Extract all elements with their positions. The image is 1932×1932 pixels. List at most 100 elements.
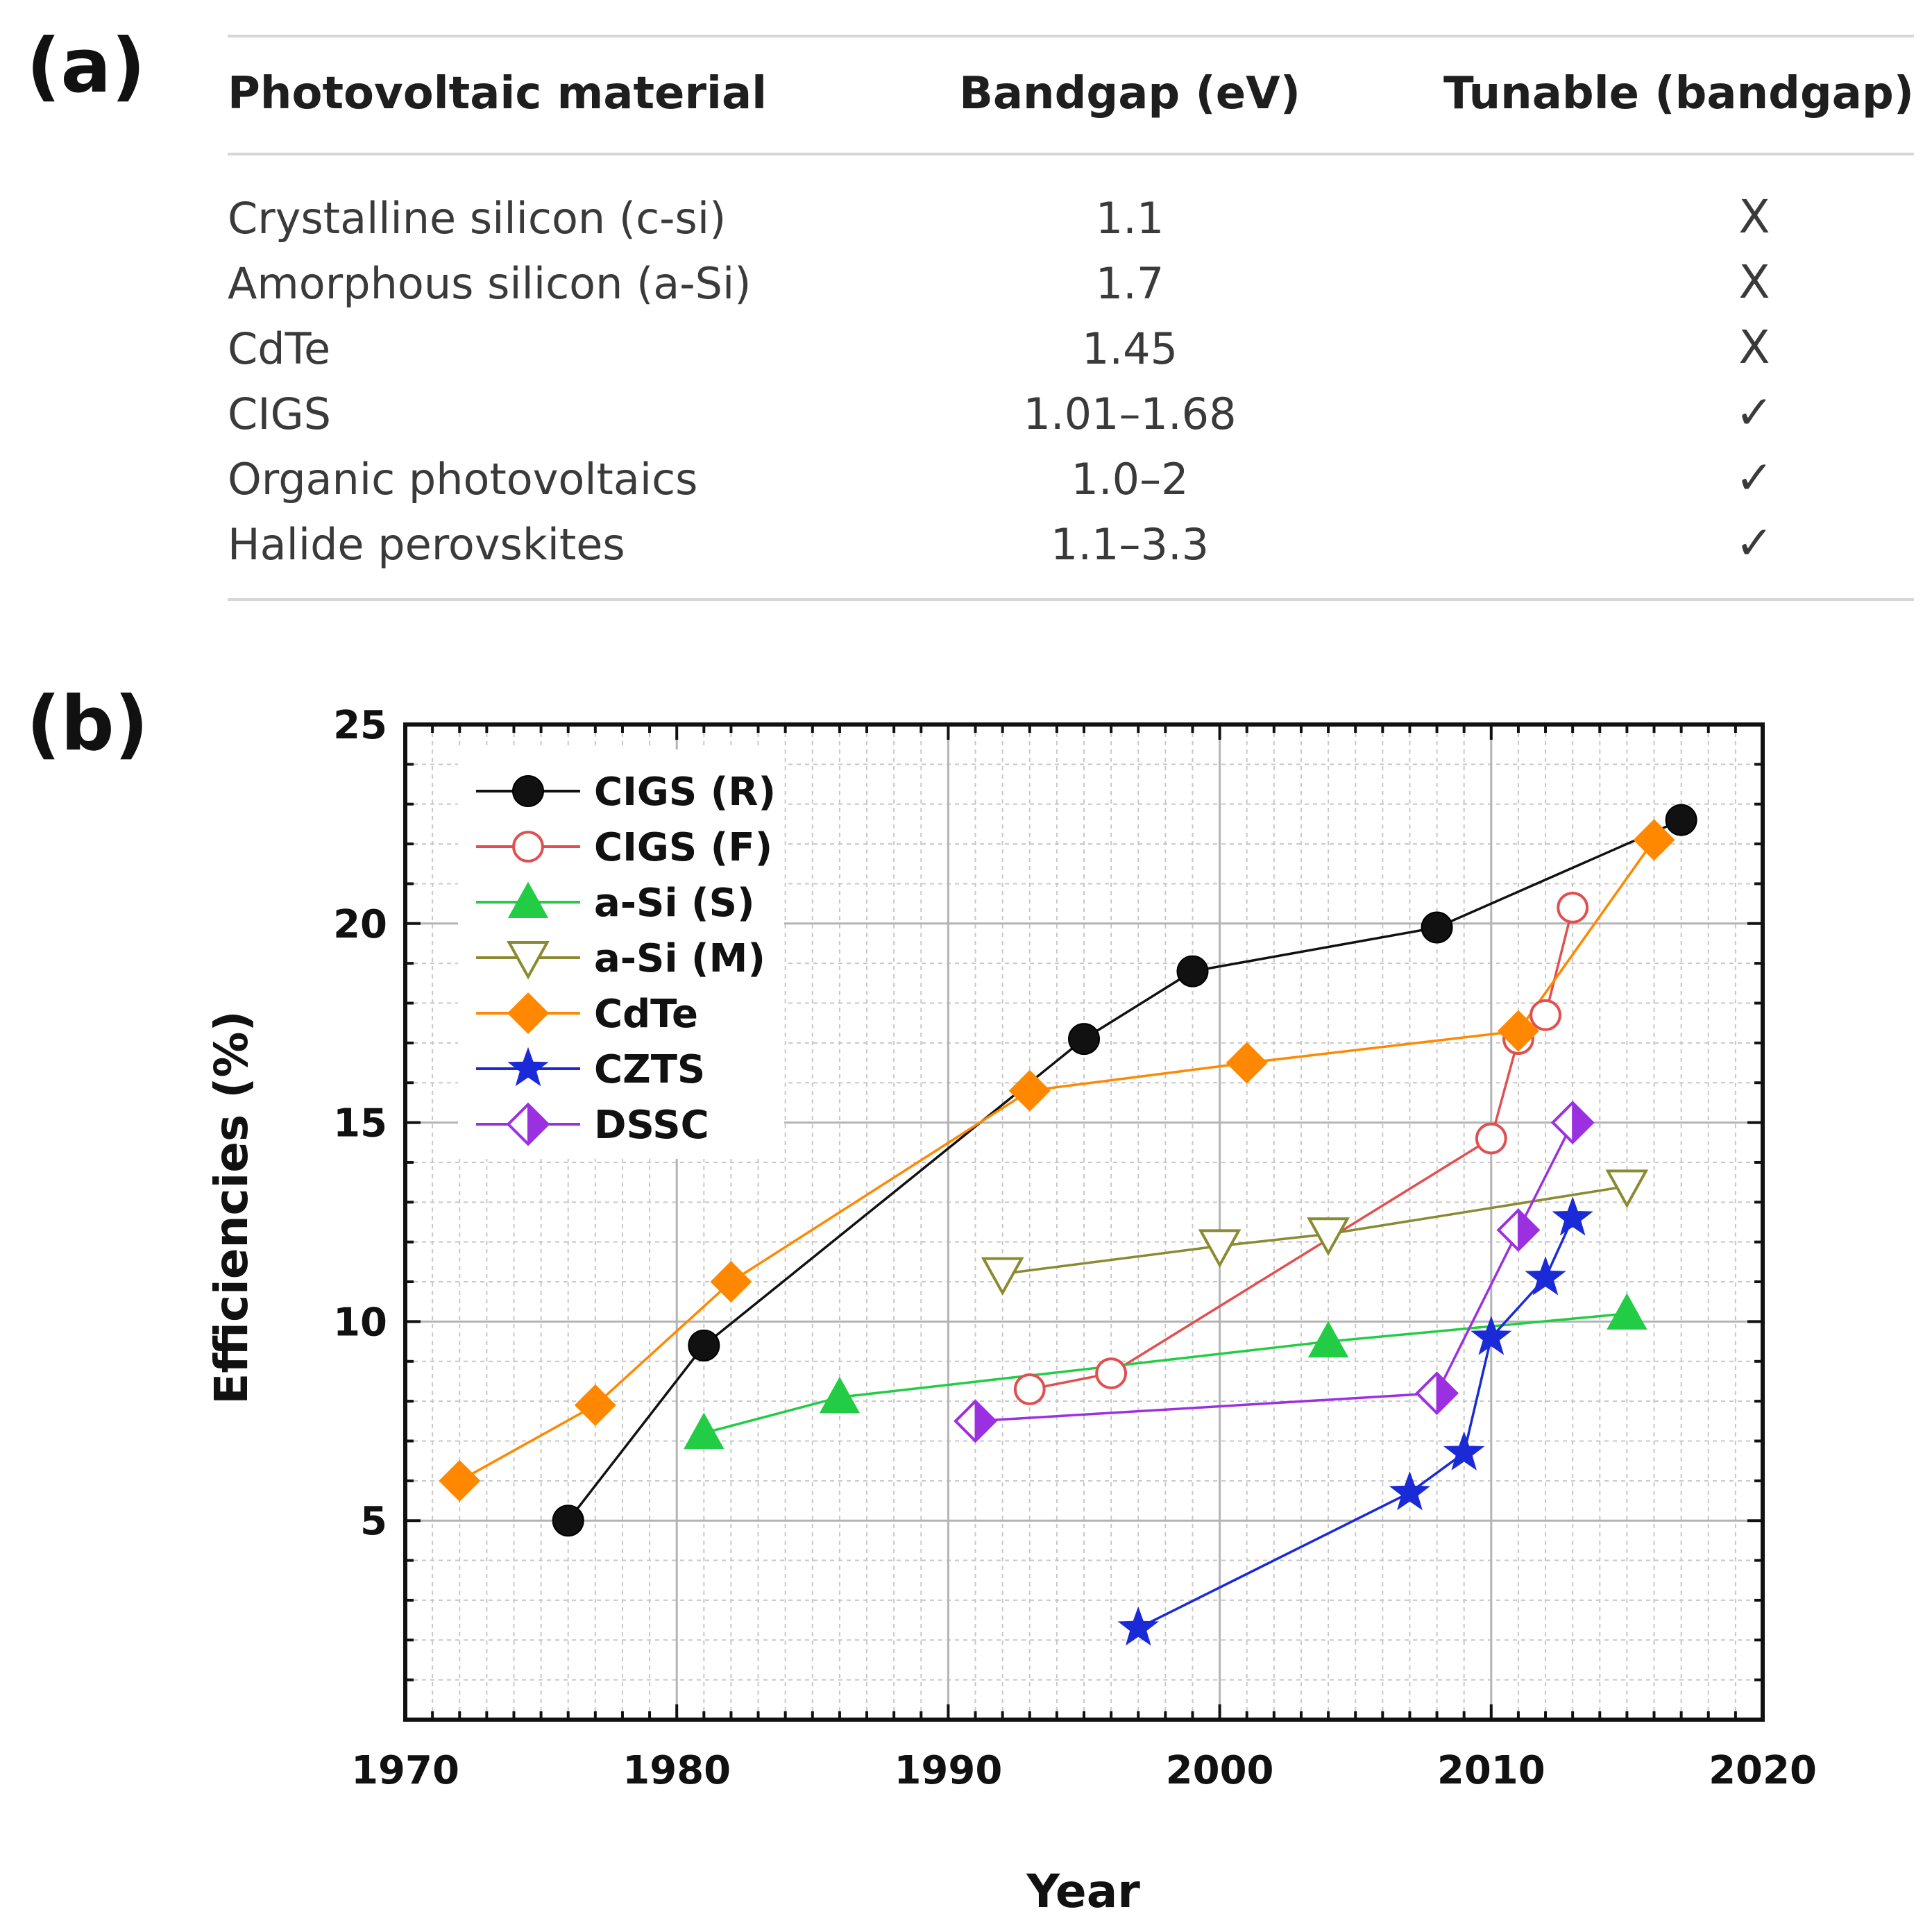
legend-label: DSSC	[594, 1103, 709, 1148]
data-point	[819, 1376, 861, 1414]
legend-label: CdTe	[594, 992, 698, 1037]
marker-shape	[1665, 804, 1697, 836]
data-point	[1307, 1217, 1350, 1256]
y-tick-label: 25	[333, 703, 387, 748]
series-line	[567, 819, 1682, 1522]
marker-shape	[1525, 1256, 1566, 1296]
marker-shape	[981, 1257, 1024, 1296]
legend-marker	[506, 1102, 550, 1146]
marker-shape	[1572, 1101, 1594, 1144]
x-tick-label: 1980	[622, 1748, 731, 1793]
marker-shape	[1117, 1606, 1159, 1646]
marker-shape	[688, 1329, 720, 1362]
cell-tunable: X	[1738, 255, 1770, 309]
marker-shape	[512, 831, 544, 863]
data-point	[1471, 1316, 1512, 1355]
cell-bandgap: 1.45	[1081, 323, 1178, 374]
header-material: Photovoltaic material	[228, 68, 768, 119]
marker-shape	[507, 881, 549, 918]
marker-shape	[1633, 819, 1675, 861]
marker-shape	[1436, 1371, 1458, 1415]
marker-shape	[1471, 1316, 1512, 1355]
y-tick-label: 10	[333, 1300, 387, 1345]
data-point	[1497, 1010, 1539, 1052]
marker-shape	[1497, 1010, 1539, 1052]
series-line	[975, 1121, 1574, 1423]
data-point	[1117, 1606, 1159, 1646]
data-point	[1013, 1373, 1046, 1405]
legend-marker	[507, 1046, 549, 1087]
data-point	[1557, 891, 1589, 924]
data-point	[439, 1459, 481, 1502]
data-point	[1605, 1169, 1649, 1208]
cell-tunable: X	[1738, 190, 1770, 244]
table-bottom-rule	[228, 598, 1914, 601]
panel-b-label: (b)	[26, 681, 149, 768]
legend-label: CZTS	[594, 1047, 705, 1092]
data-point	[1475, 1122, 1507, 1155]
x-tick-label: 1990	[894, 1748, 1002, 1793]
marker-shape	[1557, 891, 1589, 924]
x-tick-label: 2010	[1437, 1748, 1545, 1793]
header-bandgap: Bandgap (eV)	[959, 68, 1300, 119]
marker-shape	[1421, 911, 1453, 944]
marker-shape	[1552, 1196, 1593, 1236]
y-tick-label: 5	[360, 1499, 387, 1544]
marker-shape	[1013, 1373, 1046, 1405]
data-point	[688, 1329, 720, 1362]
marker-shape	[1198, 1229, 1242, 1269]
marker-shape	[1475, 1122, 1507, 1155]
marker-shape	[1605, 1169, 1649, 1208]
marker-shape	[439, 1459, 481, 1502]
marker-shape	[710, 1261, 752, 1303]
data-point	[1008, 1069, 1051, 1112]
y-tick-label: 15	[333, 1101, 387, 1146]
cell-material: CIGS	[228, 389, 331, 439]
marker-shape	[574, 1384, 616, 1426]
series-line	[1002, 1185, 1627, 1276]
legend-label: a-Si (S)	[594, 881, 755, 926]
table-row: Crystalline silicon (c-si) 1.1 X	[228, 187, 1914, 253]
data-point	[552, 1505, 584, 1537]
table-row: Amorphous silicon (a-Si) 1.7 X	[228, 253, 1914, 318]
data-point	[1226, 1042, 1268, 1084]
marker-shape	[1008, 1069, 1051, 1112]
cell-material: Crystalline silicon (c-si)	[228, 193, 727, 244]
marker-shape	[527, 1102, 550, 1146]
data-point	[981, 1257, 1024, 1296]
marker-shape	[974, 1399, 997, 1443]
legend-label: a-Si (M)	[594, 936, 765, 981]
cell-material: Amorphous silicon (a-Si)	[228, 258, 752, 309]
series-line	[703, 1312, 1627, 1434]
marker-shape	[1307, 1321, 1349, 1358]
data-point	[1607, 1293, 1647, 1330]
data-point	[710, 1261, 752, 1303]
marker-shape	[552, 1505, 584, 1537]
y-tick-label: 20	[333, 902, 387, 947]
x-tick-label: 2020	[1709, 1748, 1817, 1793]
y-axis-label: Efficiencies (%)	[205, 1010, 258, 1404]
table-row: CIGS 1.01–1.68 ✓	[228, 383, 1914, 448]
marker-shape	[1389, 1471, 1431, 1511]
data-point	[1176, 955, 1209, 988]
marker-shape	[1068, 1023, 1100, 1056]
cell-material: Organic photovoltaics	[228, 454, 698, 505]
data-point	[954, 1399, 997, 1443]
data-point	[1415, 1371, 1459, 1416]
data-point	[1530, 999, 1561, 1031]
x-axis-label: Year	[1026, 1865, 1140, 1918]
marker-shape	[512, 775, 544, 807]
data-point	[574, 1384, 616, 1426]
cell-material: CdTe	[228, 323, 331, 374]
x-tick-label: 2000	[1166, 1748, 1274, 1793]
table-row: CdTe 1.45 X	[228, 318, 1914, 383]
marker-shape	[1517, 1208, 1539, 1252]
marker-shape	[507, 992, 550, 1035]
legend-marker	[507, 992, 550, 1035]
data-point	[1198, 1229, 1242, 1269]
data-point	[1496, 1208, 1541, 1252]
series-line	[1137, 1217, 1574, 1629]
bandgap-table: Photovoltaic material Bandgap (eV) Tunab…	[228, 35, 1914, 604]
data-point	[1389, 1471, 1431, 1511]
